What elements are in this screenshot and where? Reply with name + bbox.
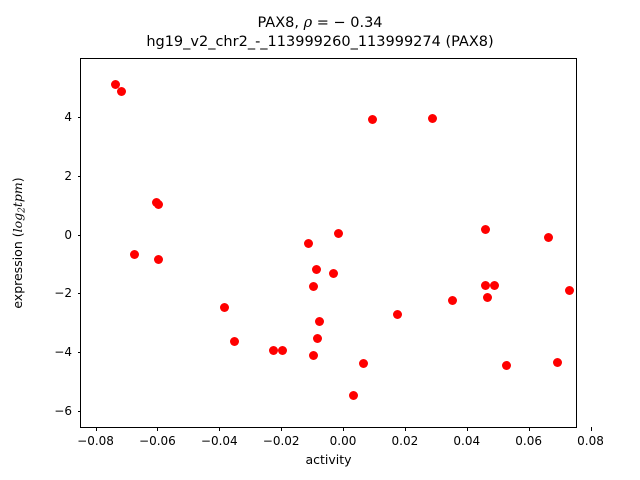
data-point bbox=[358, 359, 368, 369]
y-axis-tick-label: −6 bbox=[54, 403, 72, 418]
y-axis-label-suffix: ) bbox=[10, 177, 25, 183]
data-point bbox=[277, 345, 287, 355]
data-point bbox=[308, 282, 318, 292]
x-axis-tick-label: −0.02 bbox=[262, 434, 300, 448]
data-point bbox=[428, 114, 438, 124]
data-point bbox=[314, 317, 324, 327]
data-point bbox=[481, 225, 491, 235]
data-point bbox=[501, 361, 511, 371]
data-point bbox=[333, 228, 343, 238]
x-axis-tick bbox=[157, 427, 159, 431]
y-axis-tick-label: 0 bbox=[64, 227, 72, 242]
x-axis-tick-label: 0.06 bbox=[515, 434, 543, 448]
data-point bbox=[367, 115, 377, 125]
data-point bbox=[303, 238, 313, 248]
x-axis-tick bbox=[590, 427, 592, 431]
y-axis-tick bbox=[77, 175, 81, 178]
y-axis-tick-label: 4 bbox=[64, 110, 72, 125]
x-axis-label: activity bbox=[305, 452, 352, 467]
x-axis-tick bbox=[466, 427, 468, 431]
y-axis-label-prefix: expression ( bbox=[10, 232, 25, 309]
plot-data-area bbox=[81, 59, 576, 427]
y-axis-tick bbox=[77, 293, 81, 295]
chart-title: PAX8, ρ = − 0.34 hg19_v2_chr2_-_11399926… bbox=[0, 14, 640, 52]
data-point bbox=[393, 310, 403, 320]
chart-title-line1: PAX8, ρ = − 0.34 bbox=[0, 14, 640, 33]
x-axis-tick-label: 0.08 bbox=[577, 434, 604, 448]
data-point bbox=[313, 333, 323, 343]
x-axis-tick bbox=[528, 427, 530, 431]
data-point bbox=[481, 281, 491, 291]
x-axis-tick bbox=[343, 427, 345, 431]
x-axis-tick-label: 0.04 bbox=[453, 434, 481, 448]
data-point bbox=[543, 233, 553, 243]
x-axis-tick bbox=[281, 427, 283, 431]
y-axis-tick-label: 2 bbox=[64, 168, 72, 183]
data-point bbox=[111, 79, 121, 89]
data-point bbox=[552, 357, 562, 367]
data-point bbox=[268, 346, 278, 356]
data-point bbox=[153, 255, 163, 265]
x-axis-tick-label: −0.04 bbox=[200, 434, 238, 448]
x-axis-tick bbox=[95, 427, 97, 431]
data-point bbox=[565, 285, 575, 295]
data-point bbox=[349, 390, 359, 400]
y-axis-tick bbox=[77, 351, 81, 353]
y-axis-label-math-tail: tpm bbox=[10, 182, 25, 208]
x-axis-tick-label: 0.00 bbox=[329, 434, 357, 448]
x-axis-tick-label: −0.06 bbox=[139, 434, 176, 448]
rho-value: = − 0.34 bbox=[312, 15, 383, 31]
y-axis-tick bbox=[77, 117, 81, 119]
rho-symbol: ρ bbox=[303, 15, 313, 31]
data-point bbox=[117, 87, 127, 97]
y-axis-tick-label: −4 bbox=[54, 344, 72, 359]
data-point bbox=[309, 350, 319, 360]
y-axis-tick-label: −2 bbox=[54, 286, 72, 301]
data-point bbox=[448, 296, 458, 306]
data-point bbox=[483, 292, 493, 302]
data-point bbox=[153, 200, 163, 210]
x-axis-tick bbox=[219, 427, 221, 431]
data-point bbox=[490, 281, 500, 291]
x-axis-tick-label: −0.08 bbox=[77, 434, 114, 448]
y-axis-tick bbox=[77, 410, 81, 412]
data-point bbox=[311, 264, 321, 274]
y-axis-label-sub: 2 bbox=[17, 207, 28, 213]
data-point bbox=[220, 303, 230, 313]
y-axis-label-math: log bbox=[10, 212, 25, 233]
data-point bbox=[229, 337, 239, 347]
plot-axes: −0.08 −0.06 −0.04 −0.02 0.00 0.02 0.04 0.06 0.08… bbox=[54, 58, 604, 448]
data-point bbox=[130, 250, 140, 260]
y-axis-tick bbox=[77, 234, 81, 236]
chart-title-gene: PAX8, bbox=[257, 15, 304, 31]
x-axis-tick-label: 0.02 bbox=[391, 434, 419, 448]
x-axis-tick bbox=[404, 427, 406, 431]
data-point bbox=[328, 268, 338, 278]
y-axis-label: expression (log2tpm) bbox=[10, 58, 28, 428]
chart-subtitle: hg19_v2_chr2_-_113999260_113999274 (PAX8… bbox=[146, 34, 494, 50]
